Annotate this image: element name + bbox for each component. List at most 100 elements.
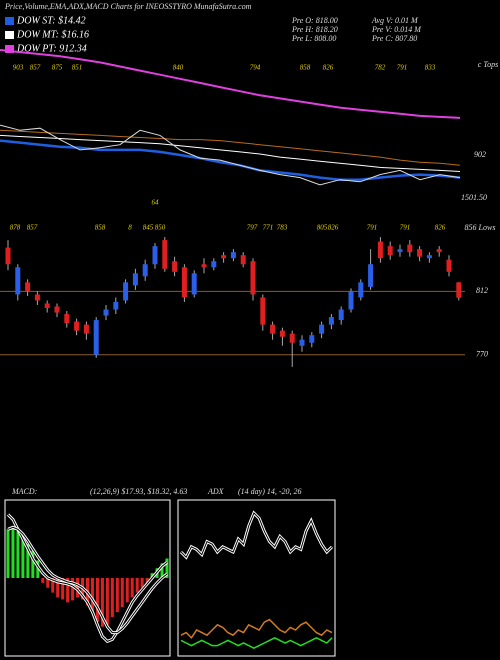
histogram-bar	[21, 539, 25, 578]
annotation: 771	[263, 224, 274, 232]
annotation: 875	[52, 64, 63, 72]
histogram-bar	[95, 578, 99, 622]
histogram-bar	[6, 529, 10, 578]
stat: Pre H: 818.20	[291, 25, 338, 34]
annotation: 902	[474, 150, 486, 159]
histogram-bar	[150, 573, 154, 578]
candle-body	[132, 273, 138, 286]
candle-body	[152, 246, 158, 265]
histogram-bar	[66, 578, 70, 603]
annotation: 845	[143, 224, 154, 232]
annotation: 856 Lows	[465, 223, 496, 232]
candle-body	[5, 247, 11, 265]
histogram-bar	[125, 578, 129, 603]
candle-body	[328, 317, 334, 325]
annotation: 794	[250, 64, 261, 72]
line-series-inner	[7, 514, 168, 642]
histogram-bar	[105, 578, 109, 625]
stat: Avg V: 0.01 M	[371, 16, 419, 25]
candle-body	[407, 244, 413, 253]
histogram-bar	[46, 578, 50, 588]
histogram-bar	[51, 578, 55, 593]
candle-body	[54, 306, 60, 313]
candle-body	[83, 324, 89, 334]
annotation: 826	[435, 224, 446, 232]
candle-body	[44, 303, 50, 309]
candle-body	[74, 321, 80, 331]
candle-body	[201, 264, 207, 268]
panel-title: ADX	[207, 487, 225, 496]
line-series	[0, 139, 461, 181]
annotation: 797	[247, 224, 258, 232]
candle-body	[426, 255, 432, 259]
annotation: 826	[323, 64, 334, 72]
histogram-bar	[135, 578, 139, 593]
candle-body	[436, 249, 442, 253]
legend-label: DOW MT: $16.16	[16, 29, 89, 40]
candle-body	[260, 297, 266, 325]
candle-body	[123, 282, 129, 301]
candle-body	[319, 324, 325, 334]
line-series	[0, 129, 461, 166]
y-tick-label: 812	[476, 286, 488, 295]
page-title: Price,Volume,EMA,ADX,MACD Charts for INE…	[4, 2, 252, 11]
candle-body	[358, 282, 364, 298]
annotation: 64	[152, 199, 160, 207]
candle-body	[417, 249, 423, 257]
legend-label: DOW ST: $14.42	[16, 15, 86, 26]
histogram-bar	[36, 560, 40, 578]
histogram-bar	[165, 558, 169, 578]
line-series	[0, 124, 461, 186]
candle-body	[348, 291, 354, 310]
line-series-inner	[180, 512, 333, 559]
histogram-bar	[110, 578, 114, 617]
y-tick-label: 770	[476, 350, 488, 359]
candle-body	[230, 252, 236, 259]
annotation: 857	[27, 224, 38, 232]
annotation: 878	[10, 224, 21, 232]
annotation: 782	[375, 64, 386, 72]
candle-body	[25, 282, 31, 292]
panel-frame	[4, 499, 171, 657]
candle-body	[103, 309, 109, 316]
histogram-bar	[31, 550, 35, 578]
histogram-bar	[26, 543, 30, 578]
candle-body	[250, 261, 256, 295]
annotation: c Tops	[478, 60, 498, 69]
candle-body	[142, 264, 148, 277]
stat: Pre C: 807.80	[371, 34, 417, 43]
annotation: 833	[425, 64, 436, 72]
legend-swatch	[5, 45, 14, 53]
annotation: 840	[173, 64, 184, 72]
histogram-bar	[76, 578, 80, 598]
candle-body	[221, 255, 227, 259]
annotation: 826	[328, 224, 339, 232]
histogram-bar	[120, 578, 124, 608]
panel-subtitle: (14 day) 14, -20, 26	[238, 487, 302, 496]
histogram-bar	[160, 563, 164, 578]
candle-body	[446, 259, 452, 272]
candle-body	[191, 273, 197, 295]
candle-body	[368, 264, 374, 287]
annotation: 791	[397, 64, 408, 72]
candle-body	[387, 246, 393, 256]
histogram-bar	[130, 578, 134, 598]
candle-body	[172, 261, 178, 272]
annotation: 791	[367, 224, 378, 232]
annotation: 858	[95, 224, 106, 232]
line-series	[180, 618, 333, 639]
candle-body	[34, 294, 40, 301]
annotation: 791	[400, 224, 411, 232]
candle-body	[377, 241, 383, 259]
histogram-bar	[56, 578, 60, 598]
histogram-bar	[61, 578, 65, 600]
annotation: 850	[155, 224, 166, 232]
histogram-bar	[16, 531, 20, 578]
candle-body	[338, 309, 344, 321]
annotation: 903	[13, 64, 24, 72]
stat: Pre O: 818.00	[291, 16, 338, 25]
annotation: 8	[128, 224, 132, 232]
annotation: 851	[72, 64, 83, 72]
